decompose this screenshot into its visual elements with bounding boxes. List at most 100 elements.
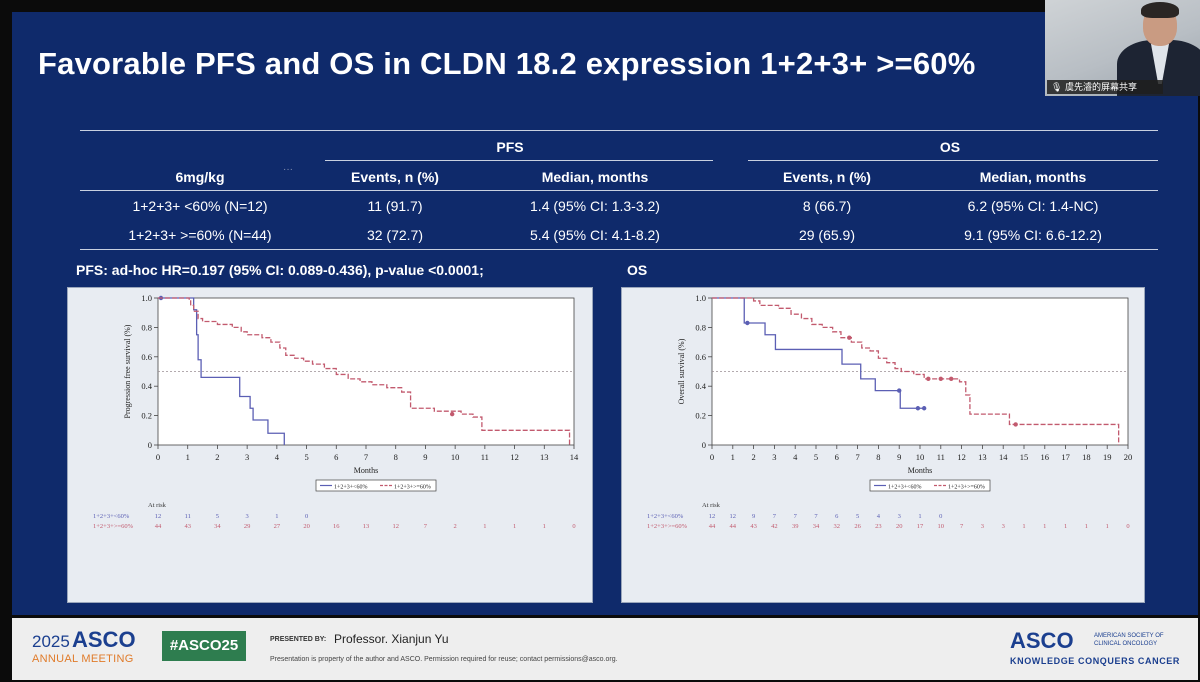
x-tick-label: 6 xyxy=(835,452,839,462)
at-risk-count: 20 xyxy=(896,523,903,530)
y-tick-label: 0.6 xyxy=(141,352,152,362)
pfs-panel-title: PFS: ad-hoc HR=0.197 (95% CI: 0.089-0.43… xyxy=(76,262,484,278)
footer-asco: ASCO xyxy=(72,627,136,652)
at-risk-count: 32 xyxy=(834,523,841,530)
at-risk-count: 12 xyxy=(709,513,716,520)
os-panel-title: OS xyxy=(627,262,648,278)
at-risk-count: 12 xyxy=(155,513,162,520)
legend-box xyxy=(869,479,991,492)
at-risk-count: 1 xyxy=(1085,523,1088,530)
footer-org-logo: ASCO xyxy=(1010,628,1074,653)
censor-mark-high xyxy=(847,335,852,340)
x-axis-label: Months xyxy=(908,466,932,475)
at-risk-count: 1 xyxy=(1043,523,1046,530)
x-tick-label: 0 xyxy=(710,452,714,462)
at-risk-count: 11 xyxy=(185,513,191,520)
footer-year: 2025 xyxy=(32,632,70,651)
x-tick-label: 9 xyxy=(423,452,427,462)
header-dots: ··· xyxy=(283,164,293,175)
slide-title: Favorable PFS and OS in CLDN 18.2 expres… xyxy=(38,46,976,81)
group-os: OS xyxy=(939,139,961,155)
at-risk-count: 7 xyxy=(794,513,798,520)
y-tick-label: 0.8 xyxy=(695,322,706,332)
y-tick-label: 0.6 xyxy=(695,352,706,362)
censor-mark-high xyxy=(449,411,455,417)
at-risk-count: 12 xyxy=(730,513,737,520)
x-tick-label: 7 xyxy=(855,452,859,462)
x-tick-label: 13 xyxy=(540,452,549,462)
row-0-pfs-events: 11 (91.7) xyxy=(367,198,423,214)
row-0-os-events: 8 (66.7) xyxy=(802,198,852,214)
at-risk-count: 43 xyxy=(184,523,191,530)
at-risk-count: 5 xyxy=(216,513,219,520)
censor-mark-high xyxy=(1013,422,1018,427)
at-risk-count: 20 xyxy=(303,523,310,530)
legend-label-low: 1+2+3+<60% xyxy=(888,485,922,491)
km-curve-low xyxy=(158,297,285,445)
x-tick-label: 11 xyxy=(481,452,489,462)
x-tick-label: 2 xyxy=(215,452,219,462)
at-risk-count: 0 xyxy=(1126,523,1129,530)
at-risk-count: 13 xyxy=(363,523,370,530)
x-tick-label: 4 xyxy=(275,452,280,462)
x-tick-label: 10 xyxy=(916,452,925,462)
at-risk-count: 39 xyxy=(792,523,799,530)
at-risk-count: 0 xyxy=(572,523,575,530)
at-risk-row-name: 1+2+3+>=60% xyxy=(647,523,688,530)
at-risk-count: 29 xyxy=(244,523,251,530)
at-risk-count: 1 xyxy=(513,523,516,530)
x-tick-label: 5 xyxy=(814,452,818,462)
at-risk-count: 26 xyxy=(854,523,861,530)
x-tick-label: 16 xyxy=(1041,452,1050,462)
at-risk-count: 44 xyxy=(155,523,162,530)
at-risk-count: 7 xyxy=(960,523,964,530)
y-tick-label: 0.2 xyxy=(141,411,152,421)
at-risk-count: 43 xyxy=(750,523,757,530)
table-bottom-rule xyxy=(80,249,1158,250)
at-risk-row-name: 1+2+3+<60% xyxy=(93,513,130,520)
os-km-chart: 00.20.40.60.81.00 1 2 3 4 5 6 7 8 9 10 11 12 13 14 15 16… xyxy=(647,293,1133,530)
row-1-pfs-events: 32 (72.7) xyxy=(366,227,424,243)
pfs-group-rule xyxy=(325,160,713,161)
x-tick-label: 0 xyxy=(156,452,160,462)
screen-share-label: 虞先濬的屏幕共享 xyxy=(1064,82,1137,92)
y-tick-label: 0.4 xyxy=(141,381,152,391)
at-risk-count: 44 xyxy=(709,523,716,530)
at-risk-count: 1 xyxy=(918,513,921,520)
x-tick-label: 11 xyxy=(937,452,945,462)
row-0-label: 1+2+3+ <60% (N=12) xyxy=(132,198,268,214)
x-tick-label: 12 xyxy=(510,452,518,462)
x-tick-label: 17 xyxy=(1061,452,1070,462)
results-table: PFS OS 6mg/kg ··· Events, n (%) Median, … xyxy=(80,130,1158,250)
os-chart-panel: 0 0.2 0.4 0.6 0.8 1.0 0 1 2 3 4 5 6 7 8 9 10 11 12 13 14 15 16… xyxy=(621,287,1145,603)
footer-hashtag: #ASCO25 xyxy=(162,631,246,661)
org-name-line-1: AMERICAN SOCIETY OF xyxy=(1094,633,1164,639)
at-risk-count: 1 xyxy=(1106,523,1109,530)
at-risk-row-name: 1+2+3+<60% xyxy=(647,513,684,520)
y-axis-label: Progression free survival (%) xyxy=(123,324,132,418)
y-tick-label: 1.0 xyxy=(695,293,706,303)
legend-label-low: 1+2+3+<60% xyxy=(334,485,368,491)
legend-label-high: 1+2+3+>=60% xyxy=(948,485,985,491)
at-risk-count: 5 xyxy=(856,513,859,520)
y-tick-label: 0 xyxy=(702,440,706,450)
y-tick-label: 0.8 xyxy=(141,322,152,332)
censor-mark-high xyxy=(926,376,931,382)
at-risk-count: 9 xyxy=(752,513,755,520)
at-risk-count: 0 xyxy=(305,513,308,520)
footer-tagline: KNOWLEDGE CONQUERS CANCER xyxy=(1010,656,1181,666)
col-os-median: Median, months xyxy=(979,169,1087,185)
at-risk-count: 12 xyxy=(392,523,399,530)
x-tick-label: 20 xyxy=(1124,452,1133,462)
at-risk-count: 3 xyxy=(981,523,984,530)
x-tick-label: 7 xyxy=(364,452,368,462)
footer-presented-by: PRESENTED BY: xyxy=(270,636,327,643)
col-pfs-median: Median, months xyxy=(541,169,649,185)
slide: Favorable PFS and OS in CLDN 18.2 expres… xyxy=(12,12,1198,615)
at-risk-label: At risk xyxy=(702,502,721,509)
x-tick-label: 13 xyxy=(978,452,987,462)
row-header: 6mg/kg xyxy=(175,169,225,185)
at-risk-count: 2 xyxy=(454,523,457,530)
x-tick-label: 14 xyxy=(999,452,1008,462)
at-risk-label: At risk xyxy=(148,502,167,509)
